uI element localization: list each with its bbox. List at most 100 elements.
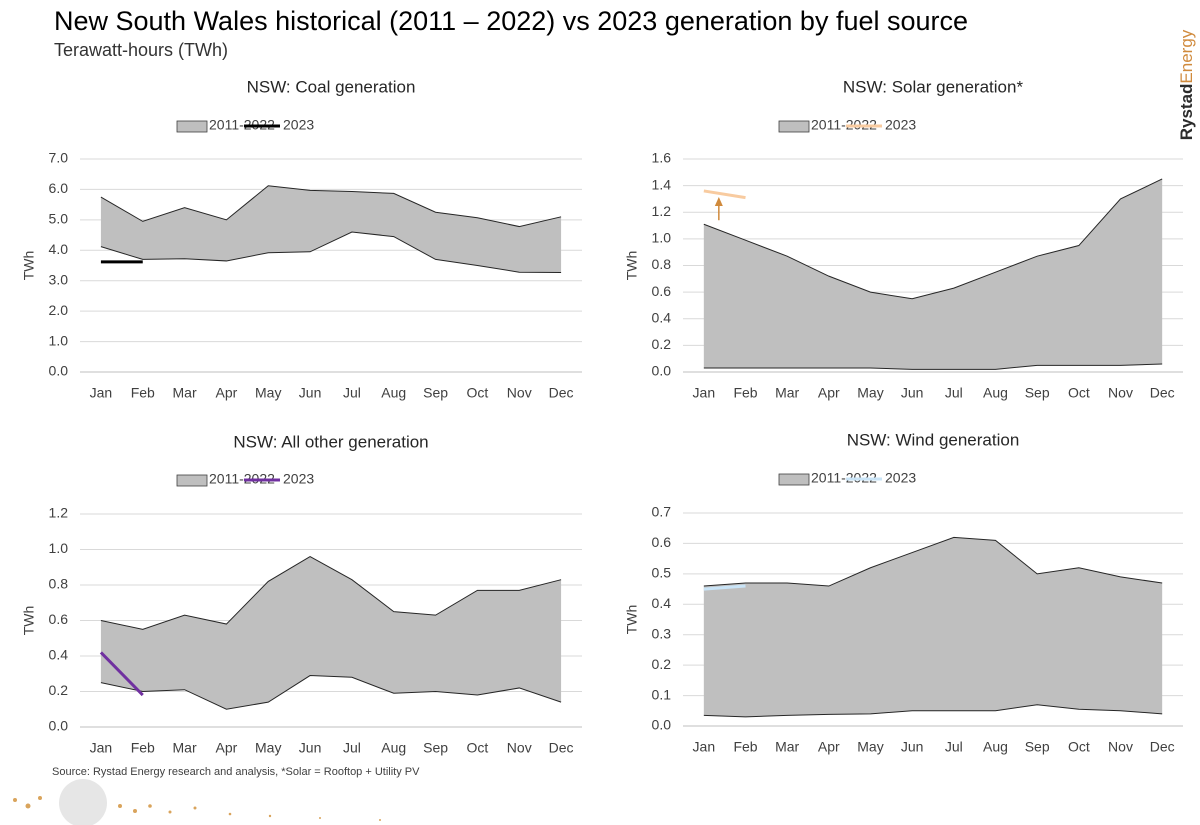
y-tick-label: 1.0 bbox=[652, 230, 672, 246]
brand-part: Rystad bbox=[1177, 84, 1196, 141]
legend-swatch bbox=[778, 473, 810, 486]
x-tick-label: Jan bbox=[693, 739, 716, 755]
chart-title: NSW: Wind generation bbox=[847, 430, 1020, 449]
y-axis-label: TWh bbox=[21, 251, 37, 281]
x-tick-label: Jun bbox=[299, 385, 322, 401]
y-tick-label: 1.0 bbox=[49, 332, 69, 348]
y-tick-label: 0.5 bbox=[652, 565, 672, 581]
x-tick-label: Nov bbox=[1108, 739, 1133, 755]
x-tick-label: Dec bbox=[549, 385, 574, 401]
x-tick-label: Dec bbox=[549, 740, 574, 756]
line-2023 bbox=[99, 651, 144, 697]
x-tick-label: Jan bbox=[90, 740, 113, 756]
legend-label: 2023 bbox=[885, 470, 916, 486]
y-tick-label: 1.2 bbox=[49, 505, 69, 521]
x-tick-label: Jan bbox=[90, 385, 113, 401]
x-tick-label: Jul bbox=[945, 739, 963, 755]
decoration-dots bbox=[13, 796, 381, 821]
legend-label: 2011-2022 bbox=[209, 471, 275, 487]
y-tick-label: 1.6 bbox=[652, 150, 672, 166]
y-tick-label: 0.0 bbox=[49, 363, 69, 379]
y-tick-label: 0.6 bbox=[652, 534, 672, 550]
slide-title: New South Wales historical (2011 – 2022)… bbox=[54, 6, 968, 36]
x-tick-label: May bbox=[857, 385, 883, 401]
x-tick-label: Apr bbox=[818, 385, 840, 401]
y-tick-label: 0.2 bbox=[49, 682, 69, 698]
x-tick-label: Oct bbox=[1068, 739, 1090, 755]
x-tick-label: May bbox=[857, 739, 883, 755]
slide-subtitle: Terawatt-hours (TWh) bbox=[54, 40, 228, 60]
y-tick-label: 0.0 bbox=[652, 717, 672, 733]
x-tick-label: Apr bbox=[818, 739, 840, 755]
range-area bbox=[100, 185, 562, 273]
chart-title: NSW: All other generation bbox=[233, 432, 428, 451]
legend-label: 2023 bbox=[885, 117, 916, 133]
y-tick-label: 0.4 bbox=[652, 595, 672, 611]
legend-label: 2023 bbox=[283, 117, 314, 133]
legend-label: 2011-2022 bbox=[811, 117, 877, 133]
x-tick-label: Aug bbox=[983, 385, 1008, 401]
range-low-line bbox=[100, 675, 562, 710]
y-tick-label: 0.8 bbox=[49, 576, 69, 592]
y-tick-label: 0.4 bbox=[49, 647, 69, 663]
y-tick-label: 0.6 bbox=[652, 283, 672, 299]
y-tick-label: 1.2 bbox=[652, 203, 672, 219]
y-axis-label: TWh bbox=[624, 251, 640, 281]
y-axis-label: TWh bbox=[21, 606, 37, 636]
annotation-arrowhead bbox=[714, 196, 723, 206]
x-tick-label: Oct bbox=[467, 385, 489, 401]
x-tick-label: Aug bbox=[983, 739, 1008, 755]
range-high-line bbox=[100, 556, 562, 630]
x-tick-label: Oct bbox=[467, 740, 489, 756]
range-area bbox=[703, 537, 1163, 717]
x-tick-label: Jun bbox=[901, 739, 924, 755]
y-tick-label: 4.0 bbox=[49, 241, 69, 257]
range-low-line bbox=[703, 363, 1163, 370]
x-tick-label: Nov bbox=[1108, 385, 1133, 401]
range-high-line bbox=[703, 178, 1163, 300]
x-tick-label: Apr bbox=[216, 385, 238, 401]
y-tick-label: 0.8 bbox=[652, 256, 672, 272]
x-tick-label: Oct bbox=[1068, 385, 1090, 401]
range-low-line bbox=[703, 704, 1163, 718]
x-tick-label: Sep bbox=[1025, 739, 1050, 755]
y-tick-label: 0.4 bbox=[652, 309, 672, 325]
line-2023 bbox=[703, 189, 746, 200]
x-tick-label: May bbox=[255, 385, 281, 401]
x-tick-label: Dec bbox=[1150, 739, 1175, 755]
y-tick-label: 1.4 bbox=[652, 176, 672, 192]
y-tick-label: 3.0 bbox=[49, 271, 69, 287]
x-tick-label: Mar bbox=[775, 385, 799, 401]
y-tick-label: 5.0 bbox=[49, 211, 69, 227]
y-axis-label: TWh bbox=[624, 605, 640, 635]
x-tick-label: Jun bbox=[299, 740, 322, 756]
x-tick-label: Jul bbox=[343, 385, 361, 401]
x-tick-label: Mar bbox=[173, 740, 197, 756]
x-tick-label: Nov bbox=[507, 385, 532, 401]
chart-title: NSW: Solar generation* bbox=[843, 77, 1024, 96]
x-tick-label: Nov bbox=[507, 740, 532, 756]
y-tick-label: 0.2 bbox=[652, 336, 672, 352]
brand-part: Energy bbox=[1177, 29, 1196, 83]
legend-label: 2011-2022 bbox=[209, 117, 275, 133]
y-tick-label: 0.3 bbox=[652, 625, 672, 641]
x-tick-label: Feb bbox=[733, 385, 757, 401]
legend-label: 2023 bbox=[283, 471, 314, 487]
y-tick-label: 2.0 bbox=[49, 302, 69, 318]
y-tick-label: 6.0 bbox=[49, 180, 69, 196]
x-tick-label: Aug bbox=[381, 385, 406, 401]
x-tick-label: Dec bbox=[1150, 385, 1175, 401]
y-tick-label: 0.6 bbox=[49, 611, 69, 627]
x-tick-label: Jan bbox=[693, 385, 716, 401]
x-tick-label: Aug bbox=[381, 740, 406, 756]
y-tick-label: 1.0 bbox=[49, 540, 69, 556]
x-tick-label: Mar bbox=[173, 385, 197, 401]
y-tick-label: 7.0 bbox=[49, 150, 69, 166]
y-tick-label: 0.7 bbox=[652, 504, 672, 520]
range-low-line bbox=[100, 231, 562, 273]
x-tick-label: Sep bbox=[1025, 385, 1050, 401]
legend-swatch bbox=[778, 120, 810, 133]
range-area bbox=[703, 178, 1163, 370]
y-tick-label: 0.0 bbox=[652, 363, 672, 379]
